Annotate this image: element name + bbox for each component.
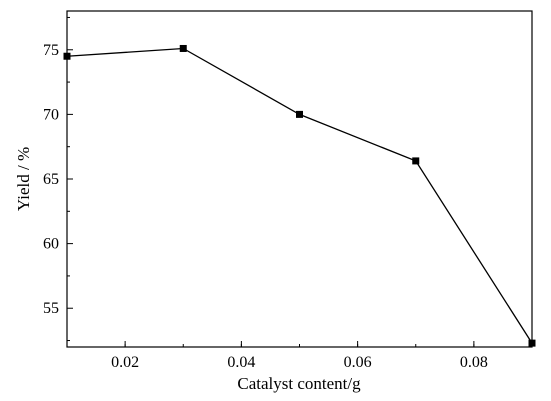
x-tick-label: 0.02 [111,354,139,371]
y-axis-label: Yield / % [14,147,33,211]
y-tick-label: 75 [43,42,59,59]
series-layer [63,44,536,347]
x-tick-label: 0.06 [344,354,372,371]
data-point [179,44,187,52]
x-axis-ticks: 0.02 0.04 0.06 0.08 [66,341,533,371]
x-tick-label: 0.08 [460,354,488,371]
plot-frame [66,10,533,348]
series-line [66,47,533,344]
y-tick-label: 65 [43,171,59,188]
y-tick-label: 55 [43,300,59,317]
data-point [63,52,71,60]
y-tick-label: 60 [43,236,59,253]
y-tick-label: 70 [43,106,59,123]
y-axis-ticks: 55 60 65 70 75 [43,16,73,342]
x-axis-label: Catalyst content/g [237,374,361,393]
x-tick-label: 0.04 [227,354,255,371]
data-point [412,157,420,165]
data-point [296,110,303,118]
data-point [528,339,536,347]
